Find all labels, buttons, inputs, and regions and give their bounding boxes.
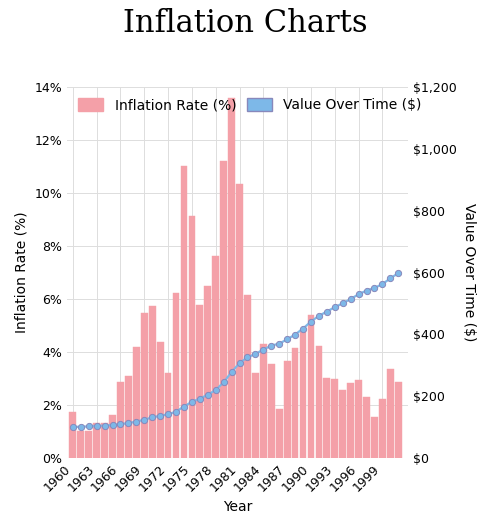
- Bar: [316, 346, 322, 458]
- Bar: [101, 423, 108, 458]
- Bar: [244, 295, 251, 458]
- Bar: [109, 415, 116, 458]
- X-axis label: Year: Year: [223, 500, 252, 514]
- Bar: [276, 409, 283, 458]
- Bar: [181, 166, 188, 458]
- Bar: [307, 315, 314, 458]
- Bar: [260, 343, 267, 458]
- Bar: [157, 342, 164, 458]
- Bar: [284, 361, 291, 458]
- Bar: [149, 306, 156, 458]
- Y-axis label: Value Over Time ($): Value Over Time ($): [462, 203, 476, 342]
- Bar: [117, 382, 124, 458]
- Bar: [164, 373, 171, 458]
- Bar: [292, 348, 299, 458]
- Bar: [125, 376, 132, 458]
- Bar: [93, 423, 100, 458]
- Bar: [252, 372, 259, 458]
- Bar: [141, 313, 148, 458]
- Y-axis label: Inflation Rate (%): Inflation Rate (%): [15, 212, 29, 333]
- Bar: [85, 432, 92, 458]
- Bar: [300, 330, 306, 458]
- Text: Inflation Charts: Inflation Charts: [123, 8, 368, 39]
- Bar: [189, 216, 195, 458]
- Bar: [395, 382, 402, 458]
- Bar: [196, 305, 203, 458]
- Bar: [228, 98, 235, 458]
- Bar: [78, 431, 84, 458]
- Legend: Inflation Rate (%), Value Over Time ($): Inflation Rate (%), Value Over Time ($): [74, 94, 426, 116]
- Bar: [212, 256, 219, 458]
- Bar: [133, 347, 140, 458]
- Bar: [347, 383, 354, 458]
- Bar: [355, 380, 362, 458]
- Bar: [69, 413, 76, 458]
- Bar: [204, 286, 211, 458]
- Bar: [379, 399, 386, 458]
- Bar: [220, 161, 227, 458]
- Bar: [173, 293, 179, 458]
- Bar: [371, 417, 378, 458]
- Bar: [324, 378, 330, 458]
- Bar: [387, 369, 394, 458]
- Bar: [363, 397, 370, 458]
- Bar: [236, 184, 243, 458]
- Bar: [331, 379, 338, 458]
- Bar: [339, 390, 346, 458]
- Bar: [268, 363, 274, 458]
